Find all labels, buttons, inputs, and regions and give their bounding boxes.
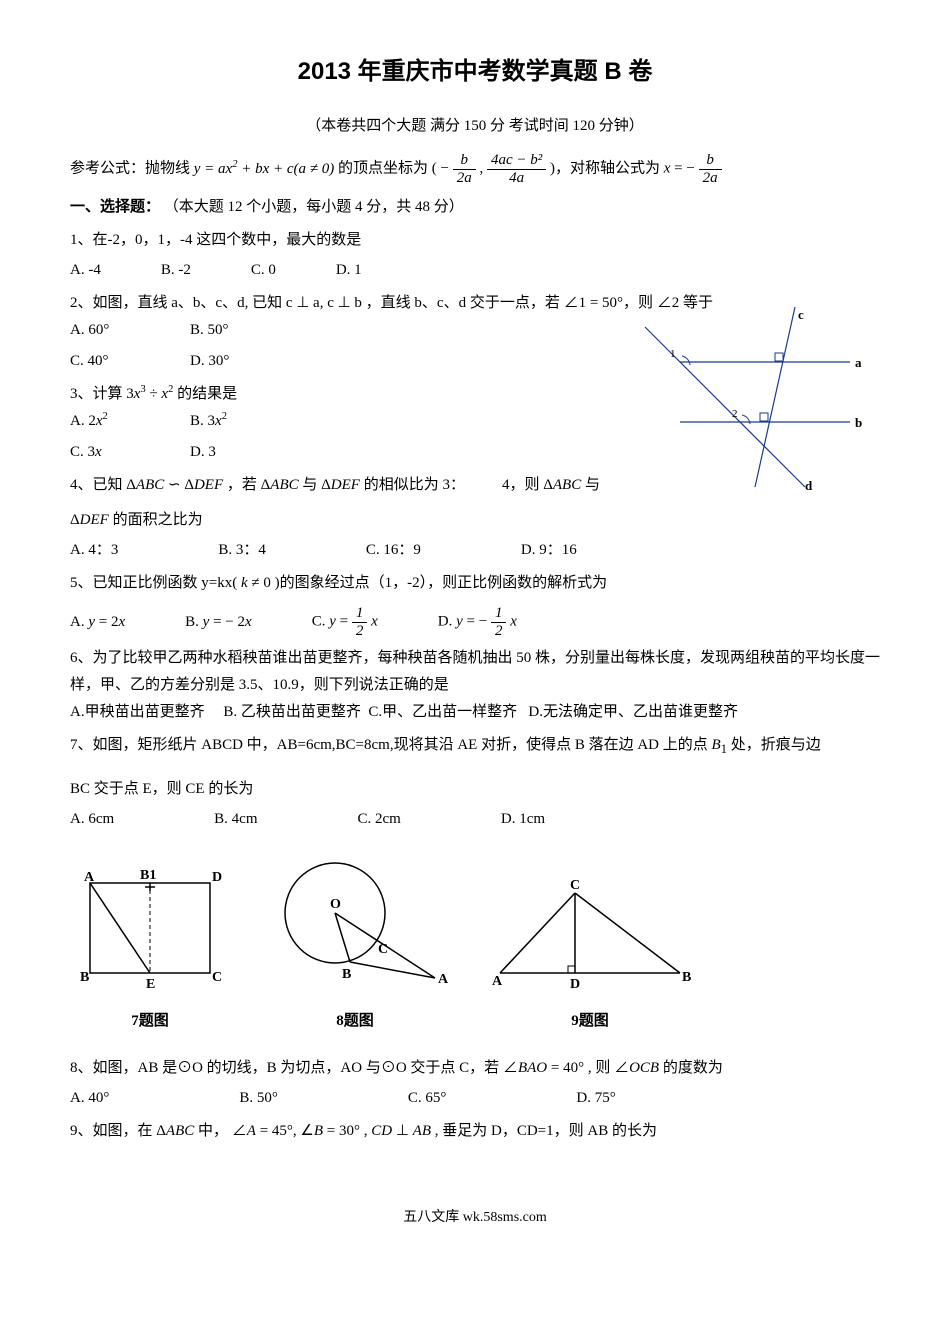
svg-text:D: D	[570, 977, 580, 992]
q3-options: A. 2x2 B. 3x2 C. 3x D. 3	[70, 408, 600, 466]
q9: 9、如图，在 ΔABC 中， ∠A = 45°, ∠B = 30° , CD ⊥…	[70, 1118, 880, 1145]
svg-text:O: O	[330, 897, 341, 912]
q2-opt-c: C. 40°	[70, 348, 190, 375]
q7-opt-a: A. 6cm	[70, 806, 114, 833]
q5-opt-c: C. y = 12 x	[312, 605, 378, 639]
q6: 6、为了比较甲乙两种水稻秧苗谁出苗更整齐，每种秧苗各随机抽出 50 株，分别量出…	[70, 645, 880, 699]
fig7-svg: A B1 D B E C	[70, 863, 230, 993]
q4-options: A. 4：3 B. 3：4 C. 16：9 D. 9：16	[70, 537, 880, 564]
q7: 7、如图，矩形纸片 ABCD 中，AB=6cm,BC=8cm,现将其沿 AE 对…	[70, 732, 880, 761]
svg-text:a: a	[855, 355, 862, 370]
fig7-block: A B1 D B E C 7题图	[70, 863, 230, 1035]
svg-text:d: d	[805, 478, 813, 493]
q6-opt-a: A.甲秧苗出苗更整齐	[70, 704, 205, 720]
svg-text:B: B	[682, 970, 691, 985]
fraction-axis: b2a	[699, 152, 722, 186]
section-header: 一、选择题：	[70, 199, 160, 215]
fraction-vertex-x: b2a	[453, 152, 476, 186]
svg-text:E: E	[146, 977, 155, 992]
q6-opt-b: B. 乙秧苗出苗更整齐	[223, 704, 361, 720]
page-footer: 五八文库 wk.58sms.com	[70, 1205, 880, 1230]
svg-text:2: 2	[732, 408, 738, 420]
section-sub: （本大题 12 个小题，每小题 4 分，共 48 分）	[164, 199, 464, 215]
svg-text:A: A	[492, 974, 503, 989]
q8-options: A. 40° B. 50° C. 65° D. 75°	[70, 1085, 880, 1112]
page-title: 2013 年重庆市中考数学真题 B 卷	[70, 50, 880, 93]
formula-text: ,	[479, 161, 487, 177]
q8-opt-d: D. 75°	[576, 1085, 615, 1112]
q1-opt-b: B. -2	[161, 257, 191, 284]
figures-row: A B1 D B E C 7题图 O C B A 8题图 A	[70, 853, 880, 1035]
formula-text: 参考公式：抛物线	[70, 161, 194, 177]
formula-text: )，对称轴公式为 x = −	[550, 161, 699, 177]
q4-stem-c: ΔDEF 的面积之比为	[70, 507, 880, 534]
q4-opt-a: A. 4：3	[70, 537, 118, 564]
q5-opt-b: B. y = − 2x	[185, 609, 252, 636]
q1-opt-d: D. 1	[336, 257, 362, 284]
q3-opt-c: C. 3x	[70, 439, 190, 466]
q5: 5、已知正比例函数 y=kx( k ≠ 0 )的图象经过点（1，-2），则正比例…	[70, 570, 880, 597]
formula-line: 参考公式：抛物线 y = ax2 + bx + c(a ≠ 0) 的顶点坐标为 …	[70, 152, 880, 186]
q7-options: A. 6cm B. 4cm C. 2cm D. 1cm	[70, 806, 880, 833]
fraction-vertex-y: 4ac − b²4a	[487, 152, 546, 186]
q2-opt-d: D. 30°	[190, 348, 310, 375]
fig9-svg: A C D B	[480, 873, 700, 993]
q2-svg: c a b d 1 2	[620, 307, 880, 497]
svg-text:C: C	[570, 878, 580, 893]
section-1: 一、选择题： （本大题 12 个小题，每小题 4 分，共 48 分）	[70, 194, 880, 221]
fig9-label: 9题图	[480, 1008, 700, 1035]
svg-text:c: c	[798, 307, 804, 322]
svg-text:B: B	[342, 967, 351, 982]
q6-opt-c: C.甲、乙出苗一样整齐	[368, 704, 517, 720]
formula-text: 的顶点坐标为 ( −	[338, 161, 453, 177]
q3-opt-a: A. 2x2	[70, 408, 190, 435]
q4-opt-b: B. 3：4	[218, 537, 266, 564]
q4-stem-a: 4、已知 ΔABC ∽ ΔDEF ，若 ΔABC 与 ΔDEF 的相似比为 3：	[70, 477, 465, 493]
q2-options: A. 60° B. 50° C. 40° D. 30°	[70, 317, 600, 375]
q1-options: A. -4 B. -2 C. 0 D. 1	[70, 257, 880, 284]
q2-figure: c a b d 1 2	[620, 307, 880, 507]
svg-text:C: C	[212, 970, 222, 985]
fig8-block: O C B A 8题图	[260, 853, 450, 1035]
q7-opt-d: D. 1cm	[501, 806, 545, 833]
svg-text:b: b	[855, 415, 862, 430]
q5-opt-d: D. y = − 12 x	[438, 605, 517, 639]
fig8-label: 8题图	[260, 1008, 450, 1035]
q2-opt-b: B. 50°	[190, 317, 310, 344]
q7-opt-c: C. 2cm	[358, 806, 401, 833]
q7-stem-b: BC 交于点 E，则 CE 的长为	[70, 776, 880, 803]
q4-opt-c: C. 16：9	[366, 537, 421, 564]
svg-text:A: A	[438, 972, 449, 987]
q3-opt-d: D. 3	[190, 439, 310, 466]
q7-opt-b: B. 4cm	[214, 806, 257, 833]
fig8-svg: O C B A	[260, 853, 450, 993]
formula-eq: y = ax2 + bx + c(a ≠ 0)	[194, 161, 334, 177]
q4-opt-d: D. 9：16	[521, 537, 577, 564]
svg-text:B1: B1	[140, 868, 156, 883]
q2-opt-a: A. 60°	[70, 317, 190, 344]
svg-text:1: 1	[670, 348, 676, 360]
q1-opt-a: A. -4	[70, 257, 101, 284]
fig9-block: A C D B 9题图	[480, 873, 700, 1035]
svg-text:C: C	[378, 942, 388, 957]
fig7-label: 7题图	[70, 1008, 230, 1035]
svg-text:D: D	[212, 870, 222, 885]
q1: 1、在-2，0，1，-4 这四个数中，最大的数是	[70, 227, 880, 254]
svg-text:B: B	[80, 970, 89, 985]
q6-opt-d: D.无法确定甲、乙出苗谁更整齐	[528, 704, 738, 720]
q3-opt-b: B. 3x2	[190, 408, 310, 435]
q5-opt-a: A. y = 2x	[70, 609, 125, 636]
q8-opt-c: C. 65°	[408, 1085, 447, 1112]
q8-opt-b: B. 50°	[239, 1085, 278, 1112]
page-subtitle: （本卷共四个大题 满分 150 分 考试时间 120 分钟）	[70, 113, 880, 140]
svg-text:A: A	[84, 870, 95, 885]
q6-options: A.甲秧苗出苗更整齐 B. 乙秧苗出苗更整齐 C.甲、乙出苗一样整齐 D.无法确…	[70, 699, 880, 726]
q1-opt-c: C. 0	[251, 257, 276, 284]
q4-stem-b: 4，则 ΔABC 与	[502, 472, 600, 499]
q8: 8、如图，AB 是⊙O 的切线，B 为切点，AO 与⊙O 交于点 C，若 ∠BA…	[70, 1055, 880, 1082]
q8-opt-a: A. 40°	[70, 1085, 109, 1112]
q5-options: A. y = 2x B. y = − 2x C. y = 12 x D. y =…	[70, 605, 880, 639]
